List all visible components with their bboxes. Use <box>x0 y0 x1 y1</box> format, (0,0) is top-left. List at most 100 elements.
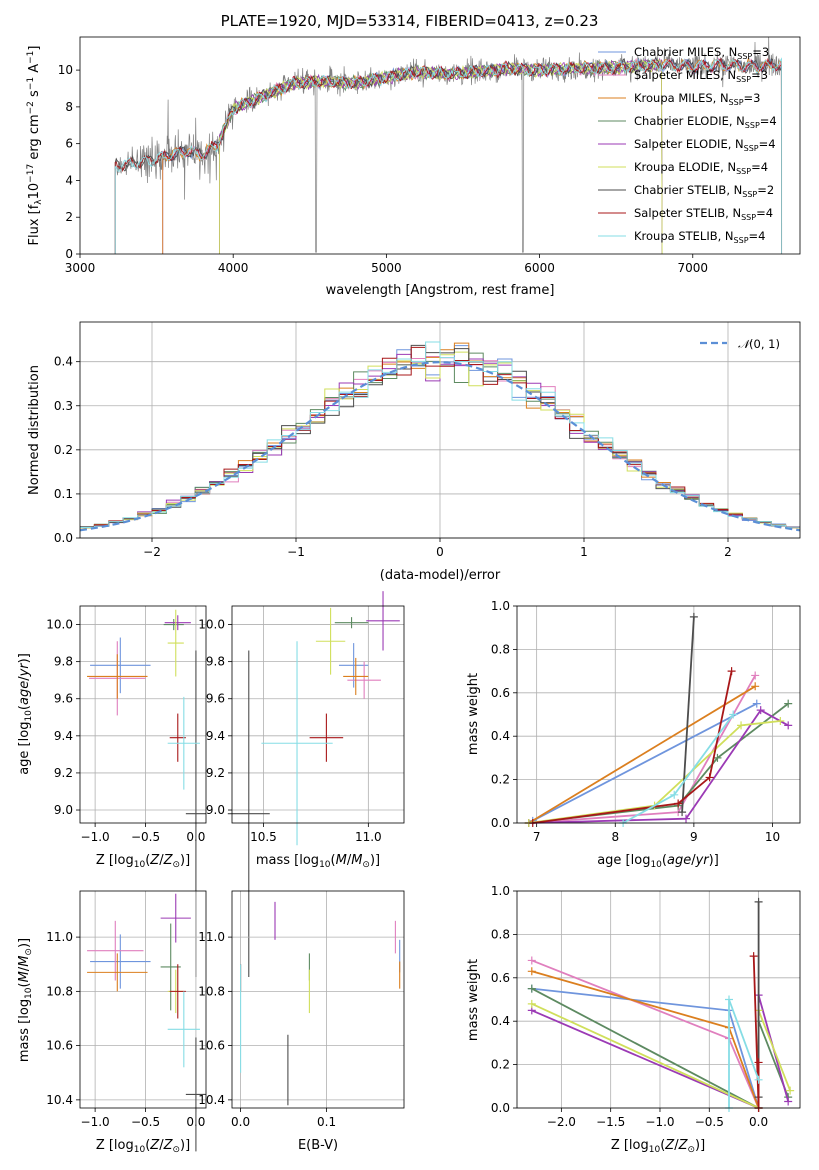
series-marker <box>784 699 793 708</box>
y-tick-label: 9.4 <box>206 729 225 743</box>
series-marker <box>786 1086 795 1095</box>
x-tick-label: −1.0 <box>81 1115 110 1129</box>
x-tick-label: 0.0 <box>749 1115 768 1129</box>
series-marker <box>725 995 734 1004</box>
series-marker <box>689 612 698 621</box>
frame-age-vs-mass <box>231 605 405 824</box>
errorbar-point <box>261 641 333 846</box>
y-tick-label: 9.8 <box>206 655 225 669</box>
y-tick-label: 0.8 <box>491 642 510 656</box>
errorbar-point <box>164 615 191 631</box>
y-axis-label: Normed distribution <box>27 365 42 495</box>
errorbar-point <box>366 591 400 651</box>
spectrum-model-line <box>114 57 783 254</box>
histogram-series <box>80 346 800 529</box>
x-tick-label: −1.0 <box>645 1115 674 1129</box>
series-marker <box>682 814 691 823</box>
y-tick-label: 11.0 <box>198 930 225 944</box>
series-marker <box>678 808 687 817</box>
axes-mass-vs-Z: −1.0 −0.5 0.010.410.610.811.0 <box>46 891 206 1129</box>
x-tick-label: −1 <box>287 545 305 559</box>
legend-label: Salpeter ELODIE, NSSP=4 <box>634 137 776 153</box>
x-axis-label: wavelength [Angstrom, rest frame] <box>326 283 555 298</box>
errorbar-point <box>87 953 148 992</box>
series-line <box>681 616 695 813</box>
frame-mass-vs-ebv <box>231 890 405 1109</box>
spectrum-model-line <box>114 56 783 254</box>
y-tick-label: 0.2 <box>491 773 510 787</box>
series-marker <box>752 699 761 708</box>
y-tick-label: 11.0 <box>46 930 73 944</box>
legend-label: Salpeter STELIB, NSSP=4 <box>634 206 773 222</box>
x-tick-label: 10.5 <box>250 830 277 844</box>
y-tick-label: 9.0 <box>206 803 225 817</box>
axes-mass-vs-ebv: 0.0 0.1 10.4 10.6 10.8 11.0 <box>198 891 404 1129</box>
frame-massweight-vs-Z <box>516 890 801 1109</box>
y-tick-label: 9.2 <box>54 766 73 780</box>
errorbar-point <box>87 654 148 699</box>
y-axis-label: Flux [fλ10−17 erg cm−2 s−1 A−1] <box>26 46 44 246</box>
x-tick-label: 7000 <box>677 261 708 275</box>
x-axis-label: mass [log10(M/M⊙)] <box>256 853 380 870</box>
errorbar-point <box>160 893 191 943</box>
y-tick-label: 4 <box>65 173 73 187</box>
y-tick-label: 0.0 <box>491 1101 510 1115</box>
legend-label: 𝒩(0, 1) <box>738 337 780 351</box>
x-tick-label: −1.5 <box>596 1115 625 1129</box>
legend-label: Kroupa ELODIE, NSSP=4 <box>634 160 768 176</box>
series-marker <box>749 952 758 961</box>
x-tick-label: 1 <box>580 545 588 559</box>
series-marker <box>756 706 765 715</box>
y-tick-label: 2 <box>65 210 73 224</box>
y-tick-label: 10.4 <box>46 1093 73 1107</box>
legend-label: Salpeter MILES, NSSP=3 <box>634 68 768 84</box>
x-axis-label: E(B-V) <box>298 1138 338 1153</box>
frame-spectrum <box>79 36 801 255</box>
x-tick-label: 2 <box>724 545 732 559</box>
spectrum-model-line <box>162 57 783 254</box>
y-tick-label: 10.0 <box>46 618 73 632</box>
y-tick-label: 10.6 <box>46 1039 73 1053</box>
series-marker <box>727 667 736 676</box>
y-tick-label: 10.4 <box>198 1093 225 1107</box>
y-tick-label: 0.0 <box>54 531 73 545</box>
x-tick-label: −2.0 <box>547 1115 576 1129</box>
x-tick-label: −0.5 <box>131 830 160 844</box>
y-tick-label: 0.8 <box>491 927 510 941</box>
spectrum-model-line <box>162 57 783 254</box>
y-axis-label: mass weight <box>466 673 481 755</box>
series-line <box>528 685 756 824</box>
errorbar-point <box>334 617 369 629</box>
frame-mass-vs-Z <box>79 890 207 1109</box>
series-marker <box>527 967 536 976</box>
x-tick-label: −2 <box>143 545 161 559</box>
y-tick-label: 0.1 <box>54 487 73 501</box>
series-marker <box>527 984 536 993</box>
y-tick-label: 9.6 <box>206 692 225 706</box>
axes-massweight-vs-Z: −2.0 −1.5 −1.0 −0.5 0.0 0.0 0.2 0.4 0.6 0.8 1.0 <box>491 884 800 1129</box>
series-marker <box>527 956 536 965</box>
errorbar-point <box>87 920 144 981</box>
x-tick-label: 0.0 <box>231 1115 250 1129</box>
y-tick-label: 9.4 <box>54 729 73 743</box>
x-axis-label: Z [log10(Z/Z⊙)] <box>611 1138 705 1155</box>
frame-residuals <box>79 321 801 539</box>
errorbar-point <box>343 657 369 696</box>
x-tick-label: −1.0 <box>81 830 110 844</box>
errorbar-point <box>169 964 186 1019</box>
legend-label: Kroupa MILES, NSSP=3 <box>634 91 760 107</box>
axes-spectrum: 3000 4000 5000 6000 7000 0 2 4 6 8 10 <box>58 63 708 275</box>
y-tick-label: 0.6 <box>491 686 510 700</box>
x-axis-label: Z [log10(Z/Z⊙)] <box>96 1138 190 1155</box>
histogram-series <box>80 341 800 528</box>
series-marker <box>751 682 760 691</box>
y-axis-label: mass weight <box>466 959 481 1041</box>
series-line <box>531 959 760 1109</box>
series-marker <box>784 1097 793 1106</box>
y-tick-label: 0.2 <box>491 1058 510 1072</box>
x-axis-label: age [log10(age/yr)] <box>597 853 719 870</box>
x-axis-label: (data-model)/error <box>380 568 501 583</box>
x-tick-label: 8 <box>611 830 619 844</box>
series-marker <box>527 999 536 1008</box>
x-tick-label: 9 <box>690 830 698 844</box>
